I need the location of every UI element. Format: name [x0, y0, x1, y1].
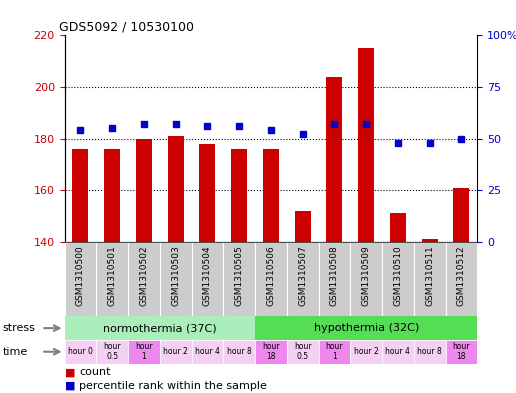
Text: time: time [3, 347, 28, 357]
Bar [390, 213, 406, 242]
Bar [358, 48, 374, 242]
Bar [350, 242, 382, 316]
Bar [445, 340, 477, 364]
Text: hour 2: hour 2 [163, 347, 188, 356]
Bar [64, 242, 96, 316]
Text: GSM1310508: GSM1310508 [330, 245, 339, 306]
Text: GSM1310511: GSM1310511 [425, 245, 434, 306]
Text: hour 8: hour 8 [417, 347, 442, 356]
Text: hour 8: hour 8 [227, 347, 251, 356]
Text: GDS5092 / 10530100: GDS5092 / 10530100 [59, 20, 195, 33]
Bar [422, 239, 438, 242]
Text: GSM1310501: GSM1310501 [108, 245, 117, 306]
Text: hour
18: hour 18 [453, 342, 470, 362]
Bar [255, 242, 287, 316]
Text: GSM1310502: GSM1310502 [139, 245, 149, 306]
Text: GSM1310504: GSM1310504 [203, 245, 212, 306]
Bar [64, 316, 255, 340]
Bar [191, 340, 223, 364]
Text: stress: stress [3, 323, 36, 333]
Bar [96, 242, 128, 316]
Bar [382, 340, 414, 364]
Text: GSM1310512: GSM1310512 [457, 245, 466, 306]
Bar [445, 242, 477, 316]
Bar [382, 242, 414, 316]
Bar [263, 149, 279, 242]
Text: hypothermia (32C): hypothermia (32C) [314, 323, 419, 333]
Text: hour
0.5: hour 0.5 [294, 342, 312, 362]
Text: hour 4: hour 4 [385, 347, 410, 356]
Bar [295, 211, 311, 242]
Text: GSM1310509: GSM1310509 [362, 245, 370, 306]
Bar [128, 340, 160, 364]
Text: GSM1310510: GSM1310510 [393, 245, 402, 306]
Text: ■: ■ [64, 381, 75, 391]
Bar [255, 316, 477, 340]
Bar [255, 340, 287, 364]
Text: hour 4: hour 4 [195, 347, 220, 356]
Bar [64, 340, 96, 364]
Bar [72, 149, 88, 242]
Text: percentile rank within the sample: percentile rank within the sample [79, 381, 267, 391]
Bar [191, 242, 223, 316]
Bar [231, 149, 247, 242]
Bar [327, 77, 342, 242]
Text: hour
1: hour 1 [135, 342, 153, 362]
Bar [318, 340, 350, 364]
Text: GSM1310506: GSM1310506 [266, 245, 276, 306]
Text: hour
18: hour 18 [262, 342, 280, 362]
Bar [168, 136, 184, 242]
Bar [318, 242, 350, 316]
Text: hour 0: hour 0 [68, 347, 93, 356]
Bar [454, 187, 470, 242]
Bar [200, 144, 215, 242]
Text: hour
0.5: hour 0.5 [103, 342, 121, 362]
Bar [223, 242, 255, 316]
Bar [350, 340, 382, 364]
Bar [160, 340, 191, 364]
Bar [160, 242, 191, 316]
Bar [287, 340, 318, 364]
Bar [414, 242, 445, 316]
Text: normothermia (37C): normothermia (37C) [103, 323, 217, 333]
Text: count: count [79, 367, 110, 377]
Text: hour
1: hour 1 [326, 342, 343, 362]
Bar [223, 340, 255, 364]
Bar [96, 340, 128, 364]
Bar [287, 242, 318, 316]
Text: GSM1310503: GSM1310503 [171, 245, 180, 306]
Text: ■: ■ [64, 367, 75, 377]
Bar [414, 340, 445, 364]
Text: GSM1310507: GSM1310507 [298, 245, 307, 306]
Text: GSM1310505: GSM1310505 [235, 245, 244, 306]
Text: GSM1310500: GSM1310500 [76, 245, 85, 306]
Bar [128, 242, 160, 316]
Bar [136, 138, 152, 242]
Text: hour 2: hour 2 [354, 347, 379, 356]
Bar [104, 149, 120, 242]
